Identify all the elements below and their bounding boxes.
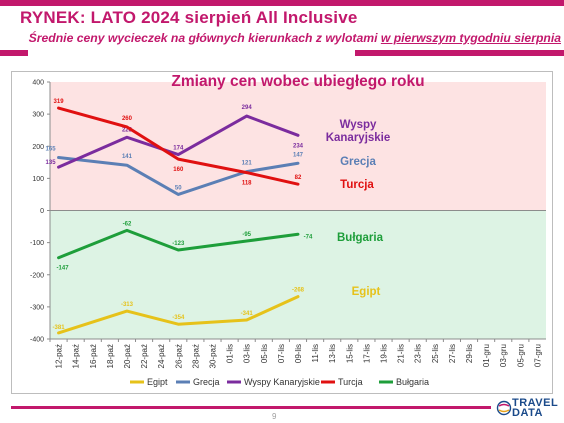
series-annotation-egipt: Egipt	[352, 286, 381, 298]
x-tick-label: 07-gru	[533, 344, 542, 367]
data-label: 160	[173, 167, 184, 173]
data-label: 141	[122, 154, 133, 160]
logo-line1: TRAVEL	[512, 397, 559, 409]
x-tick-label: 19-lis	[380, 344, 389, 363]
series-line-wyspy-kanaryjskie	[57, 114, 300, 169]
logo-line2: DATA	[512, 407, 543, 419]
series-line-egipt	[57, 295, 300, 335]
data-label: -341	[241, 311, 254, 317]
x-tick-label: 26-paź	[174, 344, 183, 368]
y-tick-label: -300	[30, 304, 44, 311]
x-tick-label: 24-paź	[157, 344, 166, 368]
series-line-bulgaria	[57, 228, 300, 260]
x-tick-label: 28-paź	[191, 344, 200, 368]
data-label: 260	[122, 116, 133, 122]
globe-icon	[496, 400, 512, 416]
x-tick-label: 15-lis	[345, 344, 354, 363]
data-label: 50	[175, 185, 182, 191]
legend-label-grecja: Grecja	[193, 377, 220, 387]
page-number: 9	[272, 412, 277, 421]
x-tick-label: 30-paź	[208, 344, 217, 368]
data-label: -147	[57, 266, 70, 272]
x-tick-label: 16-paź	[89, 344, 98, 368]
x-tick-label: 07-lis	[277, 344, 286, 363]
series-annotation-turcja: Turcja	[340, 179, 374, 191]
series-line-turcja	[57, 106, 300, 186]
data-label: 319	[54, 99, 65, 105]
data-label: -62	[123, 221, 132, 227]
data-label: 121	[242, 161, 253, 167]
x-tick-label: 11-lis	[311, 344, 320, 363]
y-tick-label: 300	[32, 112, 44, 119]
positive-area	[50, 82, 546, 211]
data-label: 82	[295, 175, 302, 181]
data-label: -381	[53, 325, 66, 331]
legend-label-wyspy-kanaryjskie: Wyspy Kanaryjskie	[244, 377, 320, 387]
data-label: 118	[242, 181, 252, 187]
legend-label-turcja: Turcja	[338, 377, 363, 387]
x-tick-label: 27-lis	[448, 344, 457, 363]
x-tick-label: 14-paź	[72, 344, 81, 368]
y-tick-label: 200	[32, 144, 44, 151]
header-bar-left	[0, 50, 28, 56]
data-label: 294	[242, 105, 253, 111]
x-tick-label: 12-paź	[55, 344, 64, 368]
chart-title: Zmiany cen wobec ubiegłego roku	[171, 73, 424, 90]
travel-data-logo: TRAVEL DATA	[494, 396, 558, 422]
top-band	[0, 0, 564, 6]
series-annotation-bulgaria: Bułgaria	[337, 232, 384, 244]
negative-area	[50, 210, 546, 339]
x-tick-label: 22-paź	[140, 344, 149, 368]
x-tick-label: 01-lis	[226, 344, 235, 363]
data-label: 228	[122, 127, 133, 133]
x-tick-label: 21-lis	[397, 344, 406, 363]
x-tick-label: 03-lis	[243, 344, 252, 363]
data-label: -123	[172, 241, 185, 247]
data-label: 174	[173, 146, 184, 152]
page-subtitle: Średnie ceny wycieczek na głównych kieru…	[0, 31, 561, 45]
x-tick-label: 20-paź	[123, 344, 132, 368]
logo-text: TRAVEL DATA	[512, 397, 559, 419]
price-change-chart: -400 -300 -200 -100 0 100 200 300 400 12-paź 14-pa…	[30, 73, 546, 387]
y-tick-label: -200	[30, 272, 44, 279]
data-label: -95	[242, 232, 251, 238]
x-tick-label: 13-lis	[328, 344, 337, 363]
page-title: RYNEK: LATO 2024 sierpień All Inclusive	[20, 8, 358, 27]
x-tick-label: 18-paź	[106, 344, 115, 368]
series-line-grecja	[57, 155, 300, 196]
legend-label-egipt: Egipt	[147, 377, 168, 387]
chart-frame: -400 -300 -200 -100 0 100 200 300 400 12-paź 14-pa…	[11, 71, 553, 394]
series-annotation-wyspy-kanaryjskie: Kanaryjskie	[326, 132, 391, 144]
subtitle-text: Średnie ceny wycieczek na głównych kieru…	[28, 31, 381, 45]
y-tick-label: 400	[32, 80, 44, 87]
data-label: -354	[172, 315, 185, 321]
y-tick-label: -400	[30, 337, 44, 344]
subtitle-underlined: w pierwszym tygodniu sierpnia	[380, 31, 561, 45]
data-label: 165	[46, 146, 57, 152]
data-label: -313	[121, 302, 134, 308]
x-tick-label: 29-lis	[465, 344, 474, 363]
data-label: 135	[46, 160, 57, 166]
x-tick-label: 09-lis	[294, 344, 303, 363]
y-tick-label: 100	[32, 176, 44, 183]
legend-label-bulgaria: Bułgaria	[396, 377, 429, 387]
x-tick-label: 05-gru	[516, 344, 525, 367]
x-tick-label: 03-gru	[499, 344, 508, 367]
data-label: 234	[293, 143, 304, 149]
series-annotation-grecja: Grecja	[340, 156, 376, 168]
x-tick-label: 01-gru	[482, 344, 491, 367]
data-label: 147	[293, 152, 304, 158]
x-tick-label: 23-lis	[414, 344, 423, 363]
series-annotation-wyspy-kanaryjskie: Wyspy	[340, 119, 377, 131]
x-tick-label: 05-lis	[260, 344, 269, 363]
y-tick-label: -100	[30, 240, 44, 247]
y-tick-label: 0	[40, 208, 44, 215]
footer-line	[11, 406, 491, 409]
header-bar-right	[355, 50, 564, 56]
data-label: -74	[304, 234, 313, 240]
x-tick-label: 17-lis	[362, 344, 371, 363]
data-label: -268	[292, 288, 305, 294]
x-tick-label: 25-lis	[431, 344, 440, 363]
